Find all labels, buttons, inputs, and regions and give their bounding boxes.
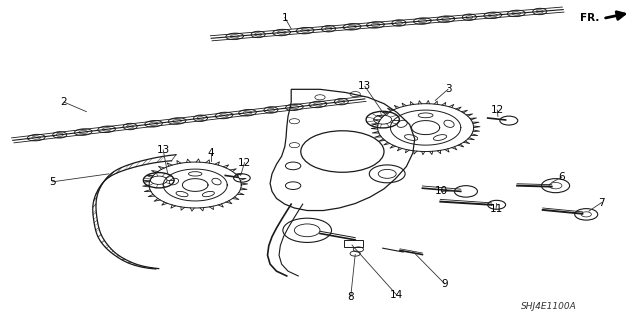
Text: 13: 13 [358,81,371,91]
Text: 5: 5 [49,177,56,187]
Text: 12: 12 [238,158,251,168]
Text: 10: 10 [435,186,448,197]
Text: 2: 2 [61,97,67,107]
Bar [344,240,363,247]
Text: FR.: FR. [580,13,599,23]
Text: SHJ4E1100A: SHJ4E1100A [521,302,577,311]
Text: 7: 7 [598,197,605,208]
Text: 4: 4 [208,148,214,158]
Text: 11: 11 [490,204,502,214]
Text: 9: 9 [442,279,448,289]
Text: 6: 6 [559,172,565,182]
Text: 13: 13 [157,145,170,155]
Text: 8: 8 [348,292,354,302]
Text: 1: 1 [282,12,288,23]
Text: 14: 14 [390,290,403,300]
Text: 12: 12 [491,105,504,115]
Text: 3: 3 [445,84,451,94]
